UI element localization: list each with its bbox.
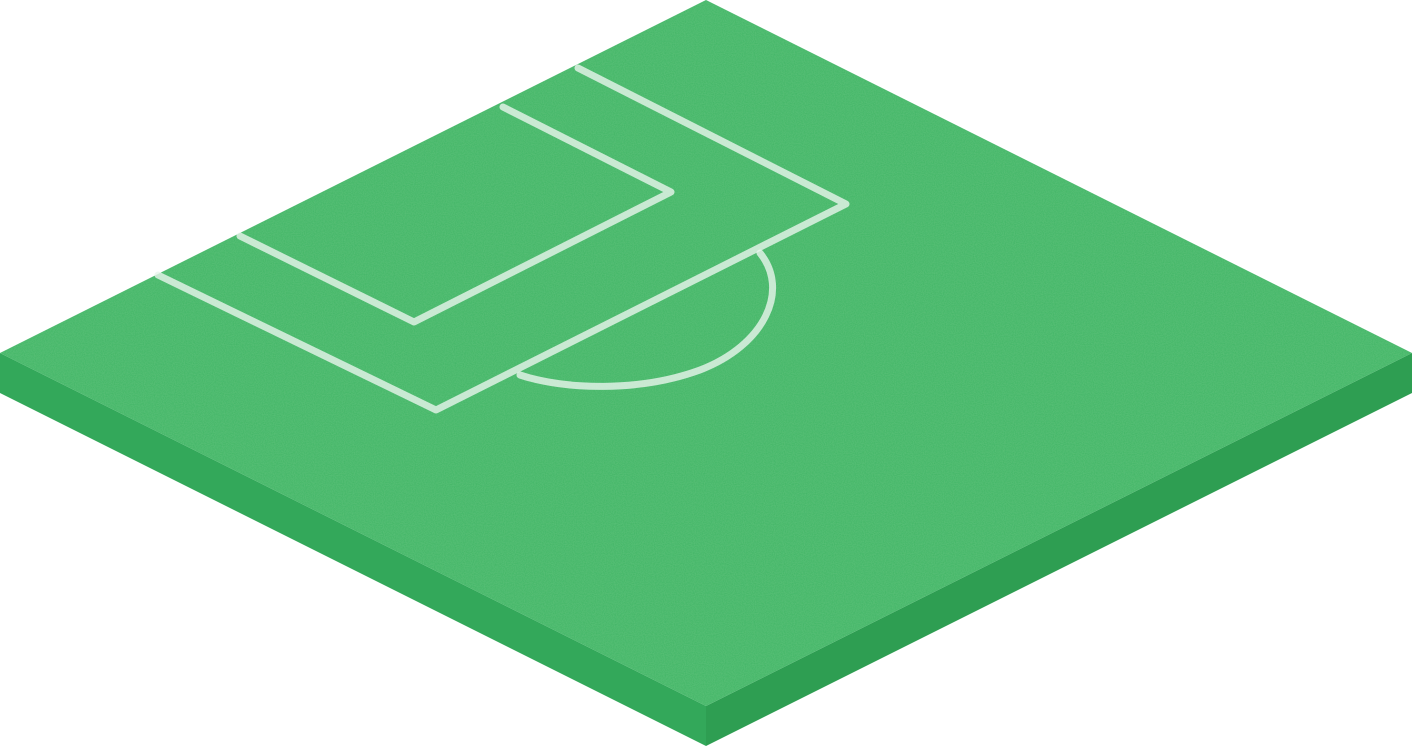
pitch-markings <box>154 64 850 414</box>
pitch-side-left <box>0 353 706 746</box>
pitch-side-right <box>706 353 1412 746</box>
pitch-top-surface <box>0 0 1412 706</box>
penalty-arc-line <box>516 249 777 390</box>
goal-area-line <box>236 103 675 326</box>
penalty-area-line <box>154 64 850 414</box>
